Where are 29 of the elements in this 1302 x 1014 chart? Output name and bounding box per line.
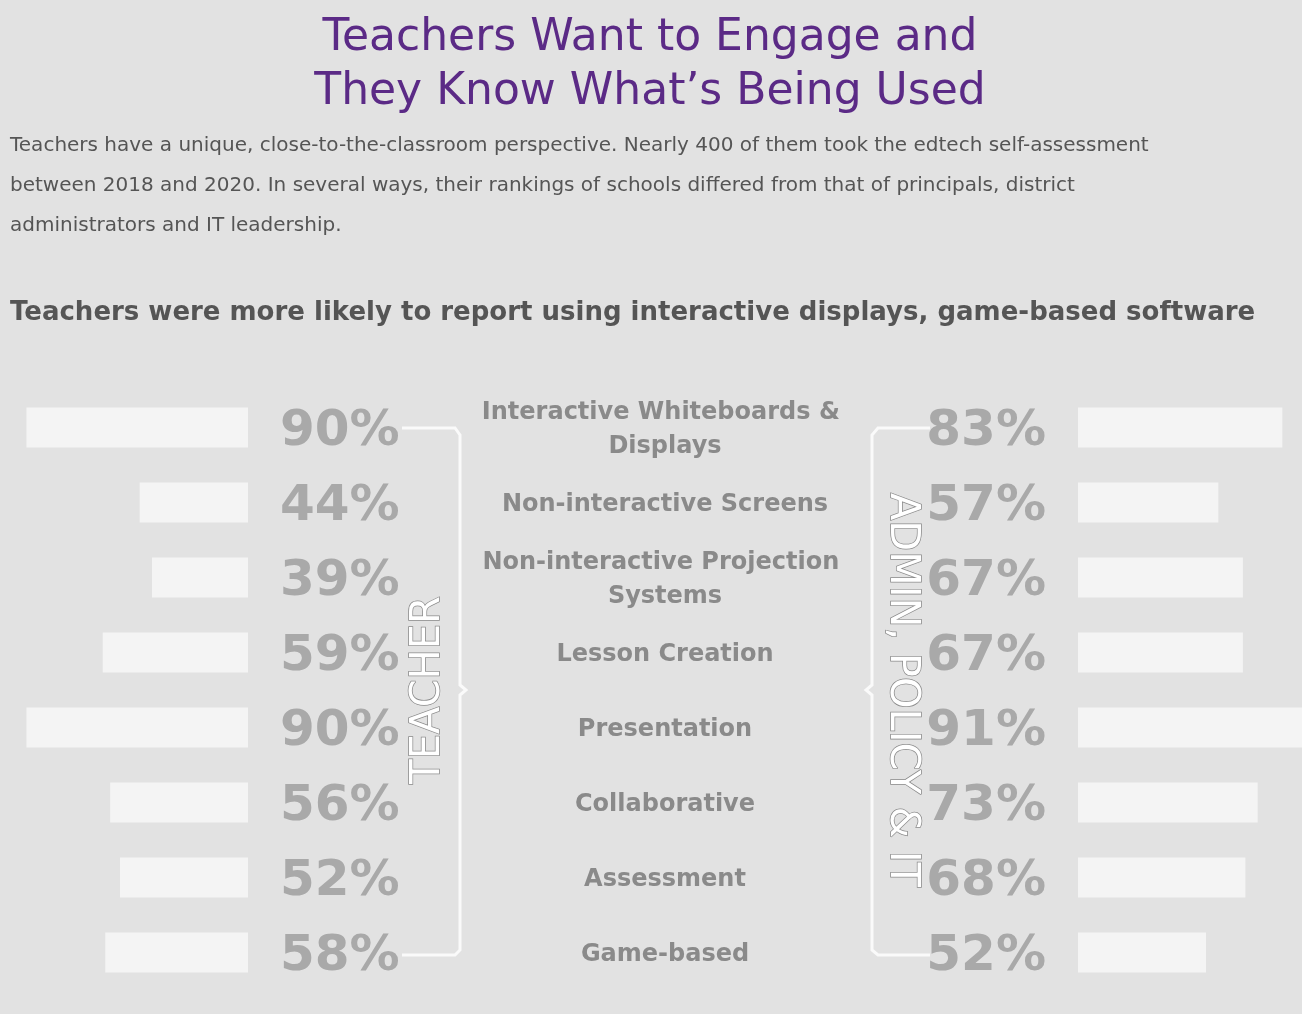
data-label: 57% — [926, 473, 1046, 532]
data-label: 39% — [280, 548, 400, 607]
text: Teachers were more likely to report using interactive displays, game-based software — [10, 296, 1257, 326]
y-tick-label: Non-interactive Projection Systems — [482, 546, 848, 609]
data-label: 73% — [926, 773, 1046, 832]
data-label: 56% — [280, 773, 400, 832]
y-tick-label: Lesson Creation — [556, 638, 774, 667]
text: ADMIN, POLICY & IT — [882, 492, 928, 888]
y-tick-label: Interactive Whiteboards & Displays — [481, 396, 849, 459]
data-label: 90% — [280, 698, 400, 757]
text: TEACHER — [402, 596, 448, 785]
data-label: 83% — [926, 398, 1046, 457]
data-label: 67% — [926, 623, 1046, 682]
data-label: 59% — [280, 623, 400, 682]
text: Teachers Want to Engage and They Know What’s Being Used — [313, 8, 987, 116]
y-tick-label: Game-based — [580, 938, 750, 967]
data-label: 90% — [280, 398, 400, 457]
y-tick-label: Non-interactive Screens — [501, 488, 829, 517]
text: Teachers have a unique, close-to-the-classroom perspective. Nearly 400 of them took the edtech self-assessment between 2018 and 2020. In several ways, their rankings of schools differed from that of principals, district administrators and IT leadership. — [10, 131, 1150, 238]
y-tick-label: Presentation — [577, 713, 753, 742]
data-label: 44% — [280, 473, 400, 532]
data-label: 52% — [926, 923, 1046, 982]
data-label: 68% — [926, 848, 1046, 907]
data-label: 67% — [926, 548, 1046, 607]
data-label: 52% — [280, 848, 400, 907]
data-label: 91% — [926, 698, 1046, 757]
y-tick-label: Collaborative — [574, 788, 756, 817]
data-label: 58% — [280, 923, 400, 982]
y-tick-label: Assessment — [584, 863, 746, 892]
